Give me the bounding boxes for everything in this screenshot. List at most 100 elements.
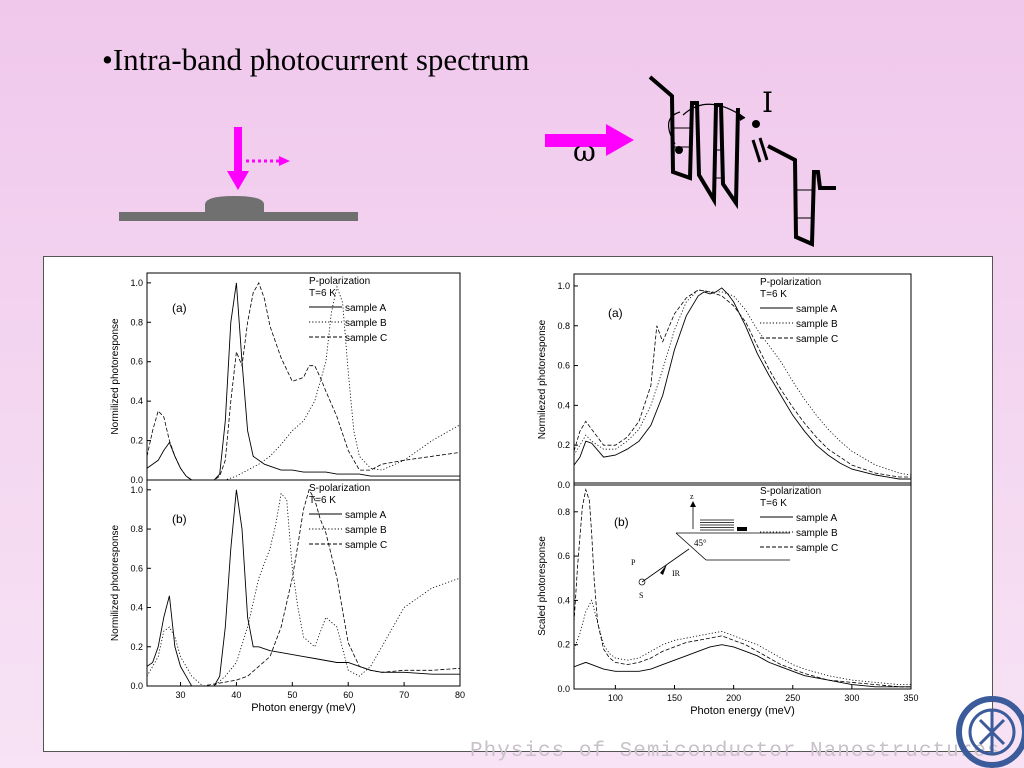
photoresponse-plots: 0.0 0.2 0.4 0.6 0.8 1.0 Normilized photorespon… — [110, 272, 919, 717]
legend-entry: sample C — [796, 543, 838, 554]
chart-right-top: 0.0 0.2 0.4 0.6 0.8 1.0 Normilezed photorespon… — [537, 273, 912, 490]
y-axis-label: Normilezed photoresponse — [537, 319, 548, 439]
emission-arrow-head — [279, 156, 290, 166]
measurement-geometry-inset: z 45° P S IR — [631, 492, 790, 600]
y-tick-label: 0.8 — [130, 524, 143, 534]
legend-entry: sample B — [796, 319, 838, 330]
x-tick-label: 60 — [343, 690, 353, 700]
inset-s-pol-symbol — [638, 578, 646, 586]
slide-title: •Intra-band photocurrent spectrum — [102, 42, 530, 77]
x-tick-label: 250 — [785, 693, 800, 703]
y-tick-label: 0.4 — [557, 595, 570, 605]
y-axis-label: Normilized photoresponse — [110, 524, 121, 641]
y-tick-label: 0.4 — [130, 603, 143, 613]
y-tick-label: 0.2 — [557, 440, 570, 450]
legend-entry: sample A — [345, 303, 386, 314]
series-line-sample-b — [574, 289, 911, 476]
omega-arrow-head — [606, 124, 634, 156]
chart-left-bottom: 0.0 0.2 0.4 0.6 0.8 1.0 30 40 50 60 70 80 Photon ene… — [110, 479, 465, 714]
series-line-sample-c — [574, 488, 911, 688]
footer-watermark: Physics of Semiconductor Nanostructures — [470, 740, 1001, 763]
inset-prism-edge — [675, 532, 707, 561]
x-tick-label: 80 — [455, 690, 465, 700]
figure-panel: 0.0 0.2 0.4 0.6 0.8 1.0 Normilized photorespon… — [43, 256, 993, 752]
band-diagram-left — [648, 75, 740, 210]
legend-entry: sample B — [345, 525, 387, 536]
inset-ir-arrow-head — [660, 564, 667, 575]
chart-left-top: 0.0 0.2 0.4 0.6 0.8 1.0 Normilized photorespon… — [110, 272, 461, 485]
y-tick-label: 0.0 — [130, 681, 143, 691]
y-tick-label: 0.6 — [557, 551, 570, 561]
x-tick-label: 100 — [608, 693, 623, 703]
band-diagram-right — [767, 144, 836, 248]
y-axis-label: Scaled photoresponse — [537, 536, 548, 636]
legend-entry: sample C — [345, 333, 387, 344]
series-line-sample-b — [574, 599, 911, 686]
incident-arrow-head — [227, 171, 249, 190]
legend-title: P-polarization — [760, 277, 821, 288]
y-tick-label: 0.0 — [557, 684, 570, 694]
legend-entry: sample A — [796, 513, 837, 524]
x-tick-label: 40 — [231, 690, 241, 700]
university-logo-icon — [956, 696, 1024, 768]
x-tick-label: 300 — [844, 693, 859, 703]
plot-frame — [573, 273, 912, 486]
legend-title: T=6 K — [309, 495, 336, 506]
y-tick-label: 0.6 — [130, 563, 143, 573]
series-line-sample-b — [147, 285, 460, 480]
inset-angle-label: 45° — [694, 538, 707, 548]
inset-z-arrow-head — [690, 501, 696, 507]
series-line-sample-a — [147, 489, 460, 686]
series-line-sample-c — [574, 289, 911, 478]
panel-label: (a) — [172, 301, 187, 315]
inset-z-label: z — [690, 492, 694, 501]
panel-label: (a) — [608, 306, 623, 320]
legend-title: S-polarization — [309, 483, 370, 494]
quantum-dot-island — [205, 196, 264, 212]
device-schematic: ω I — [119, 75, 836, 248]
x-axis-label: Photon energy (meV) — [690, 705, 795, 717]
inset-contact — [737, 527, 747, 531]
legend-entry: sample B — [796, 528, 838, 539]
x-tick-label: 150 — [667, 693, 682, 703]
inset-p-label: P — [631, 558, 636, 567]
y-tick-label: 0.8 — [557, 321, 570, 331]
y-tick-label: 0.2 — [557, 640, 570, 650]
transition-arrow-head — [738, 112, 745, 121]
legend-title: P-polarization — [309, 276, 370, 287]
y-tick-label: 0.4 — [130, 396, 143, 406]
series-line-sample-a — [574, 644, 911, 688]
substrate — [119, 212, 358, 221]
current-label: I — [762, 86, 773, 119]
panel-label: (b) — [614, 515, 629, 529]
y-tick-label: 0.0 — [130, 475, 143, 485]
series-line-sample-c — [147, 281, 460, 480]
y-tick-label: 0.0 — [557, 480, 570, 490]
x-axis-label: Photon energy (meV) — [251, 702, 356, 714]
electron-dot — [752, 120, 760, 128]
legend-title: T=6 K — [760, 289, 787, 300]
y-tick-label: 0.6 — [557, 361, 570, 371]
legend-entry: sample A — [796, 304, 837, 315]
x-tick-label: 350 — [903, 693, 918, 703]
series-line-sample-a — [147, 282, 460, 480]
omega-label: ω — [573, 135, 596, 168]
legend-entry: sample C — [345, 540, 387, 551]
inset-ir-label: IR — [672, 569, 681, 578]
y-tick-label: 1.0 — [130, 278, 143, 288]
x-tick-label: 200 — [726, 693, 741, 703]
inset-s-label: S — [639, 591, 643, 600]
y-tick-label: 0.6 — [130, 357, 143, 367]
y-tick-label: 0.8 — [557, 507, 570, 517]
y-tick-label: 1.0 — [557, 281, 570, 291]
inset-ir-beam — [641, 548, 690, 583]
legend-entry: sample A — [345, 510, 386, 521]
legend-title: T=6 K — [309, 288, 336, 299]
legend-title: S-polarization — [760, 486, 821, 497]
x-tick-label: 70 — [399, 690, 409, 700]
series-line-sample-a — [574, 287, 911, 480]
x-tick-label: 30 — [176, 690, 186, 700]
y-tick-label: 1.0 — [130, 485, 143, 495]
series-line-sample-c — [147, 488, 460, 686]
y-tick-label: 0.2 — [130, 436, 143, 446]
